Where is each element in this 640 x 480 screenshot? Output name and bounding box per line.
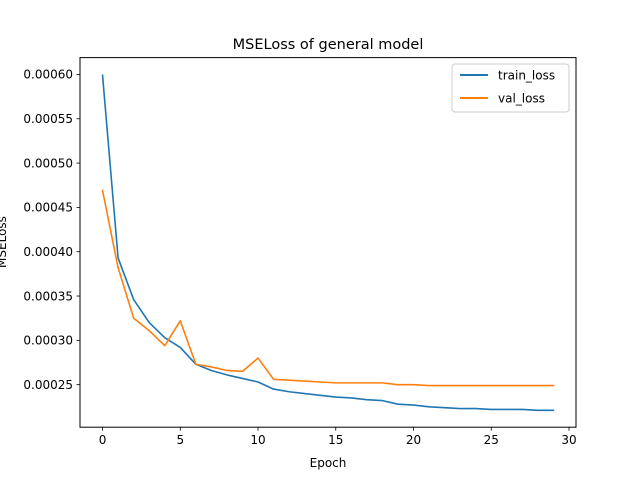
chart-title: MSELoss of general model (233, 37, 424, 53)
y-axis-ticks: 0.00025 0.00030 0.00035 0.00040 0.00045 0.000… (23, 68, 80, 392)
x-tick-label: 25 (484, 433, 499, 447)
x-tick-label: 15 (328, 433, 343, 447)
x-tick-label: 0 (99, 433, 107, 447)
x-tick-label: 30 (561, 433, 576, 447)
x-tick-label: 5 (176, 433, 184, 447)
y-tick-label: 0.00040 (23, 245, 73, 259)
legend: train_loss val_loss (451, 63, 570, 113)
y-tick-label: 0.00025 (23, 378, 73, 392)
x-tick-label: 20 (406, 433, 421, 447)
y-axis-label: MSELoss (0, 216, 9, 268)
x-axis-label: Epoch (310, 456, 347, 470)
series-line-val-loss (101, 189, 555, 387)
x-axis-ticks: 0 5 10 15 20 25 30 (99, 427, 577, 447)
x-tick-label: 10 (250, 433, 265, 447)
y-tick-label: 0.00060 (23, 68, 73, 82)
legend-label-val-loss: val_loss (498, 92, 545, 106)
y-tick-label: 0.00055 (23, 112, 73, 126)
plot-frame (79, 57, 577, 428)
plot-lines (101, 74, 555, 412)
y-tick-label: 0.00045 (23, 201, 73, 215)
series-line-train-loss (101, 74, 555, 412)
legend-label-train-loss: train_loss (498, 69, 555, 83)
y-tick-label: 0.00030 (23, 334, 73, 348)
y-tick-label: 0.00035 (23, 289, 73, 303)
y-tick-label: 0.00050 (23, 156, 73, 170)
